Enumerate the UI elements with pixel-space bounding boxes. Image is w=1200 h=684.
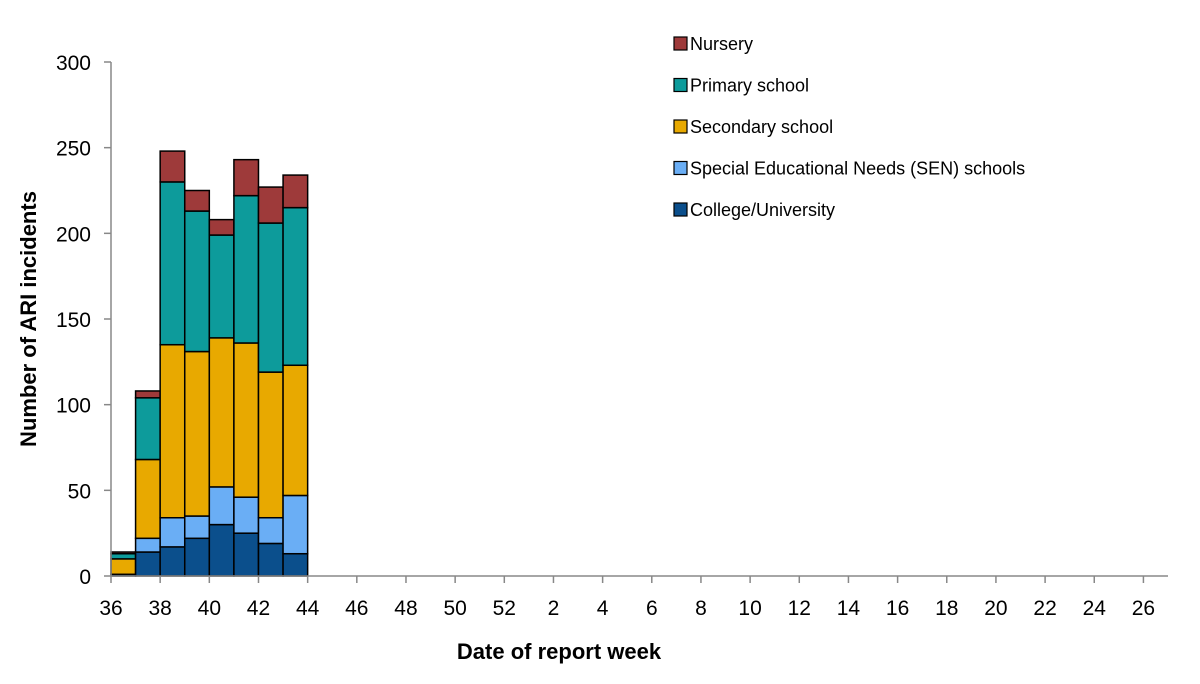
y-ticks-group: 0 50 100 150 200 250 300 [56, 52, 111, 589]
bar-segment-40-series-4 [208, 218, 235, 236]
x-tick-label: 26 [1132, 597, 1155, 620]
y-tick-label: 250 [56, 138, 91, 161]
x-tick-label: 48 [394, 597, 417, 620]
bar-segment-36-series-4 [110, 551, 137, 555]
bar-segment-42-series-3 [257, 222, 284, 373]
bar-segment-42-series-4 [257, 186, 284, 224]
x-tick-label: 42 [247, 597, 270, 620]
x-tick-label: 36 [99, 597, 122, 620]
bar-segment-37-series-0 [134, 551, 161, 577]
bar-segment-36-series-2 [110, 558, 137, 576]
bar-segment-41-series-1 [233, 496, 260, 534]
legend-label: Primary school [690, 76, 809, 96]
y-axis-title: Number of ARI incidents [16, 191, 41, 447]
bar-segment-42-series-1 [257, 517, 284, 545]
x-tick-label: 12 [788, 597, 811, 620]
bar-segment-36-series-3 [110, 552, 137, 560]
bar-segment-41-series-2 [233, 342, 260, 498]
bar-segment-40-series-1 [208, 486, 235, 526]
bar-segment-40-series-3 [208, 234, 235, 339]
bar-segment-42-series-0 [257, 542, 284, 577]
legend: Nursery Primary school Secondary school Spe… [673, 34, 1025, 220]
bar-segment-37-series-4 [134, 390, 161, 399]
bar-segment-37-series-2 [134, 458, 161, 540]
bar-segment-43-series-4 [282, 174, 309, 209]
x-tick-label: 8 [695, 597, 707, 620]
x-tick-label: 10 [738, 597, 761, 620]
legend-swatch [673, 77, 688, 93]
bar-segment-41-series-0 [233, 532, 260, 577]
x-tick-label: 18 [935, 597, 958, 620]
y-tick-label: 0 [79, 566, 91, 589]
x-tick-label: 2 [548, 597, 560, 620]
bar-segment-37-series-1 [134, 537, 161, 553]
legend-swatch [673, 36, 688, 51]
bar-segment-39-series-4 [183, 189, 211, 212]
legend-label: Special Educational Needs (SEN) schools [690, 159, 1025, 179]
x-tick-label: 44 [296, 597, 320, 620]
legend-label: College/University [690, 200, 835, 220]
bar-segment-38-series-1 [159, 517, 186, 548]
x-ticks-group: 36 38 40 42 44 46 48 50 52 2 4 6 8 10 12 14 16 18 20 22 24 26 [99, 576, 1155, 620]
x-tick-label: 50 [443, 597, 466, 620]
bar-segment-37-series-3 [134, 397, 161, 461]
x-tick-label: 46 [345, 597, 368, 620]
legend-swatch [673, 119, 688, 134]
y-tick-label: 300 [56, 52, 91, 75]
y-tick-label: 100 [56, 395, 91, 418]
x-tick-label: 14 [837, 597, 861, 620]
legend-swatch [673, 202, 688, 217]
x-tick-label: 38 [148, 597, 171, 620]
y-tick-label: 200 [56, 223, 91, 246]
bar-segment-38-series-0 [159, 546, 186, 577]
y-tick-label: 150 [56, 309, 91, 332]
x-axis-title: Date of report week [457, 639, 662, 664]
bar-segment-41-series-4 [233, 158, 260, 197]
bar-segment-38-series-4 [159, 150, 186, 183]
legend-label: Nursery [690, 34, 753, 54]
bar-segment-43-series-1 [282, 494, 309, 555]
bar-segment-39-series-1 [183, 515, 211, 540]
bar-segment-39-series-2 [183, 350, 211, 517]
legend-label: Secondary school [690, 117, 833, 137]
bar-segment-39-series-3 [183, 210, 211, 353]
bar-segment-38-series-2 [159, 343, 186, 519]
bar-segment-43-series-2 [282, 364, 309, 497]
y-tick-label: 50 [68, 480, 91, 503]
bar-segment-39-series-0 [183, 537, 211, 577]
x-tick-label: 22 [1033, 597, 1056, 620]
bar-segment-40-series-2 [208, 337, 235, 488]
x-tick-label: 40 [198, 597, 221, 620]
bars-group [110, 150, 309, 577]
x-tick-label: 52 [493, 597, 516, 620]
bar-segment-43-series-3 [282, 206, 309, 367]
x-tick-label: 16 [886, 597, 909, 620]
legend-swatch [673, 160, 688, 176]
x-tick-label: 6 [646, 597, 658, 620]
bar-segment-42-series-2 [257, 371, 284, 519]
x-tick-label: 4 [597, 597, 609, 620]
bar-segment-38-series-3 [159, 181, 186, 346]
bar-segment-40-series-0 [208, 523, 235, 577]
x-tick-label: 20 [984, 597, 1007, 620]
x-tick-label: 24 [1083, 597, 1107, 620]
bar-segment-43-series-0 [282, 552, 309, 577]
bar-segment-41-series-3 [233, 194, 260, 344]
